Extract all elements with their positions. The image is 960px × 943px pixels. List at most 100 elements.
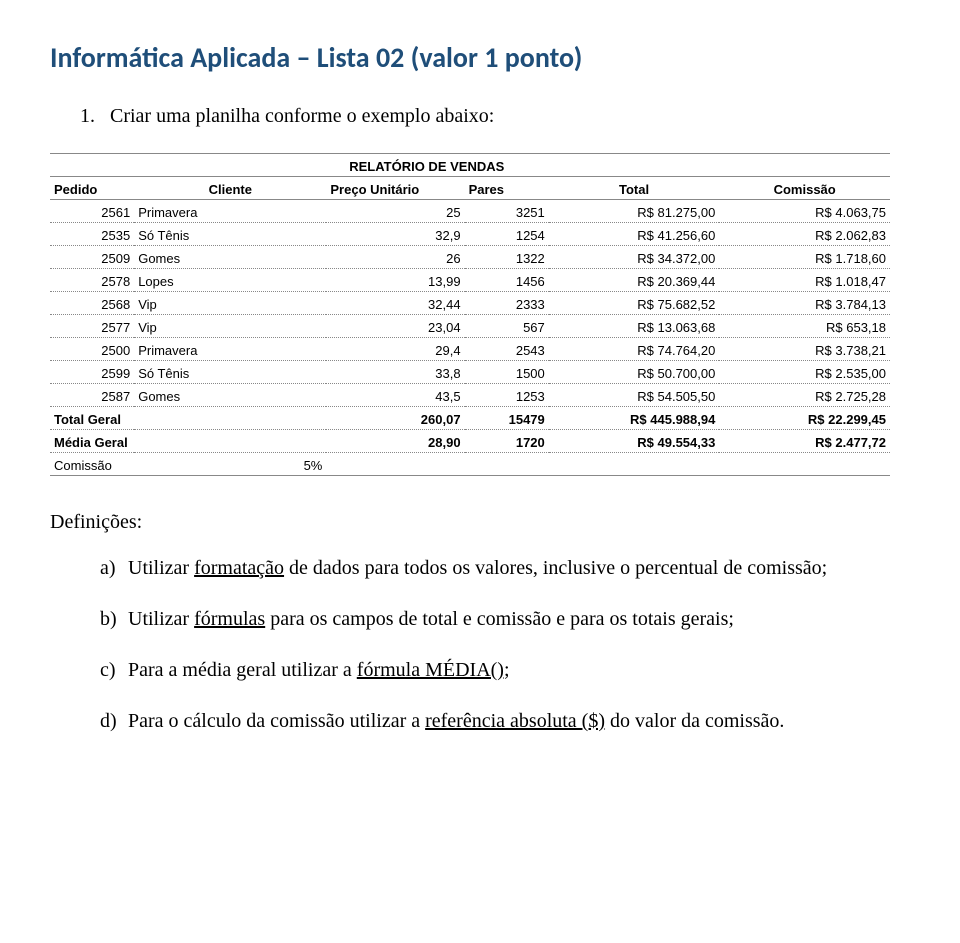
total-geral-comissao: R$ 22.299,45 xyxy=(719,407,890,430)
cell-preco: 32,9 xyxy=(326,223,464,246)
cell-total: R$ 34.372,00 xyxy=(549,246,720,269)
cell-pares: 1253 xyxy=(465,384,549,407)
def-item-b: b) Utilizar fórmulas para os campos de t… xyxy=(100,605,910,634)
total-geral-total: R$ 445.988,94 xyxy=(549,407,720,430)
def-text: Utilizar formatação de dados para todos … xyxy=(128,554,910,583)
media-geral-row: Média Geral 28,90 1720 R$ 49.554,33 R$ 2… xyxy=(50,430,890,453)
def-letter: b) xyxy=(100,605,128,634)
media-geral-pares: 1720 xyxy=(465,430,549,453)
cell-pares: 567 xyxy=(465,315,549,338)
cell-total: R$ 75.682,52 xyxy=(549,292,720,315)
cell-comissao: R$ 2.725,28 xyxy=(719,384,890,407)
cell-pares: 3251 xyxy=(465,200,549,223)
def-text: Utilizar fórmulas para os campos de tota… xyxy=(128,605,910,634)
cell-total: R$ 74.764,20 xyxy=(549,338,720,361)
comissao-row: Comissão 5% xyxy=(50,453,890,476)
cell-preco: 32,44 xyxy=(326,292,464,315)
cell-total: R$ 13.063,68 xyxy=(549,315,720,338)
table-row: 2500Primavera29,42543R$ 74.764,20R$ 3.73… xyxy=(50,338,890,361)
header-total: Total xyxy=(549,177,720,200)
def-text: Para a média geral utilizar a fórmula MÉ… xyxy=(128,656,910,685)
cell-preco: 43,5 xyxy=(326,384,464,407)
exercise-item: 1. Criar uma planilha conforme o exemplo… xyxy=(80,105,910,128)
def-text: Para o cálculo da comissão utilizar a re… xyxy=(128,707,910,736)
cell-pares: 1500 xyxy=(465,361,549,384)
item-text: Criar uma planilha conforme o exemplo ab… xyxy=(110,105,494,127)
cell-preco: 29,4 xyxy=(326,338,464,361)
cell-total: R$ 41.256,60 xyxy=(549,223,720,246)
cell-preco: 26 xyxy=(326,246,464,269)
cell-pares: 2543 xyxy=(465,338,549,361)
table-row: 2568Vip32,442333R$ 75.682,52R$ 3.784,13 xyxy=(50,292,890,315)
cell-total: R$ 50.700,00 xyxy=(549,361,720,384)
total-geral-preco: 260,07 xyxy=(326,407,464,430)
media-geral-total: R$ 49.554,33 xyxy=(549,430,720,453)
total-geral-pares: 15479 xyxy=(465,407,549,430)
definitions-label: Definições: xyxy=(50,511,910,534)
header-pedido: Pedido xyxy=(50,177,134,200)
header-preco: Preço Unitário xyxy=(326,177,464,200)
media-geral-label: Média Geral xyxy=(50,430,326,453)
total-geral-row: Total Geral 260,07 15479 R$ 445.988,94 R… xyxy=(50,407,890,430)
cell-cliente: Vip xyxy=(134,292,326,315)
cell-pedido: 2535 xyxy=(50,223,134,246)
cell-total: R$ 54.505,50 xyxy=(549,384,720,407)
cell-cliente: Gomes xyxy=(134,384,326,407)
cell-pares: 2333 xyxy=(465,292,549,315)
table-row: 2577Vip23,04567R$ 13.063,68R$ 653,18 xyxy=(50,315,890,338)
cell-pedido: 2578 xyxy=(50,269,134,292)
cell-pedido: 2561 xyxy=(50,200,134,223)
definitions-list: a) Utilizar formatação de dados para tod… xyxy=(100,554,910,736)
cell-comissao: R$ 1.018,47 xyxy=(719,269,890,292)
def-letter: c) xyxy=(100,656,128,685)
cell-comissao: R$ 2.062,83 xyxy=(719,223,890,246)
header-comissao: Comissão xyxy=(719,177,890,200)
cell-preco: 13,99 xyxy=(326,269,464,292)
cell-comissao: R$ 1.718,60 xyxy=(719,246,890,269)
def-item-a: a) Utilizar formatação de dados para tod… xyxy=(100,554,910,583)
item-number: 1. xyxy=(80,105,105,128)
table-row: 2509Gomes261322R$ 34.372,00R$ 1.718,60 xyxy=(50,246,890,269)
table-row: 2587Gomes43,51253R$ 54.505,50R$ 2.725,28 xyxy=(50,384,890,407)
media-geral-comissao: R$ 2.477,72 xyxy=(719,430,890,453)
table-row: 2599Só Tênis33,81500R$ 50.700,00R$ 2.535… xyxy=(50,361,890,384)
sales-table: RELATÓRIO DE VENDAS Pedido Cliente Preço… xyxy=(50,153,890,476)
def-item-d: d) Para o cálculo da comissão utilizar a… xyxy=(100,707,910,736)
cell-comissao: R$ 3.784,13 xyxy=(719,292,890,315)
header-pares: Pares xyxy=(465,177,549,200)
cell-cliente: Gomes xyxy=(134,246,326,269)
cell-pedido: 2509 xyxy=(50,246,134,269)
comissao-value: 5% xyxy=(134,453,326,476)
cell-preco: 33,8 xyxy=(326,361,464,384)
comissao-label: Comissão xyxy=(50,453,134,476)
cell-total: R$ 81.275,00 xyxy=(549,200,720,223)
cell-pares: 1322 xyxy=(465,246,549,269)
cell-pedido: 2500 xyxy=(50,338,134,361)
cell-pedido: 2577 xyxy=(50,315,134,338)
cell-pedido: 2599 xyxy=(50,361,134,384)
cell-cliente: Lopes xyxy=(134,269,326,292)
header-cliente: Cliente xyxy=(134,177,326,200)
page-title: Informática Aplicada – Lista 02 (valor 1… xyxy=(50,40,910,75)
cell-preco: 23,04 xyxy=(326,315,464,338)
cell-comissao: R$ 653,18 xyxy=(719,315,890,338)
cell-pares: 1254 xyxy=(465,223,549,246)
cell-preco: 25 xyxy=(326,200,464,223)
cell-comissao: R$ 4.063,75 xyxy=(719,200,890,223)
report-title: RELATÓRIO DE VENDAS xyxy=(134,154,719,177)
table-row: 2578Lopes13,991456R$ 20.369,44R$ 1.018,4… xyxy=(50,269,890,292)
cell-comissao: R$ 2.535,00 xyxy=(719,361,890,384)
table-header-row: Pedido Cliente Preço Unitário Pares Tota… xyxy=(50,177,890,200)
total-geral-label: Total Geral xyxy=(50,407,326,430)
cell-cliente: Primavera xyxy=(134,338,326,361)
cell-comissao: R$ 3.738,21 xyxy=(719,338,890,361)
media-geral-preco: 28,90 xyxy=(326,430,464,453)
table-row: 2561Primavera253251R$ 81.275,00R$ 4.063,… xyxy=(50,200,890,223)
def-letter: a) xyxy=(100,554,128,583)
def-item-c: c) Para a média geral utilizar a fórmula… xyxy=(100,656,910,685)
cell-cliente: Primavera xyxy=(134,200,326,223)
cell-total: R$ 20.369,44 xyxy=(549,269,720,292)
cell-cliente: Vip xyxy=(134,315,326,338)
cell-pares: 1456 xyxy=(465,269,549,292)
def-letter: d) xyxy=(100,707,128,736)
